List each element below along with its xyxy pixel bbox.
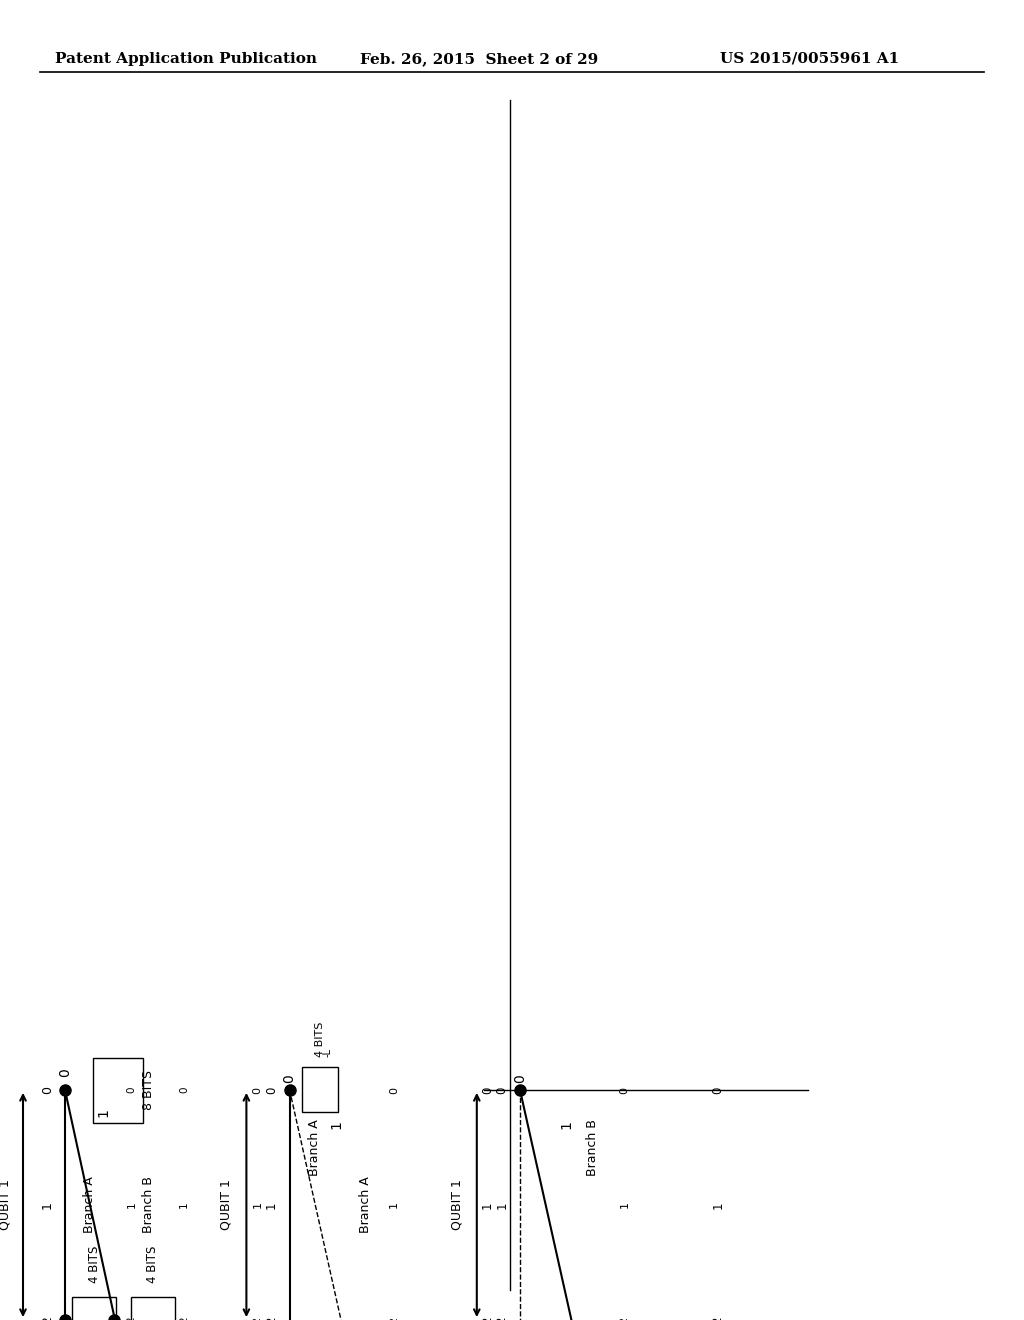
Text: 1: 1 — [496, 1201, 509, 1209]
Text: 0: 0 — [58, 1068, 72, 1077]
Text: 1: 1 — [96, 1109, 111, 1118]
Text: 1: 1 — [620, 1201, 630, 1209]
Text: 1: 1 — [41, 1201, 54, 1209]
Text: Patent Application Publication: Patent Application Publication — [55, 51, 317, 66]
Text: 0: 0 — [481, 1086, 495, 1094]
Text: 0: 0 — [41, 1086, 54, 1094]
Text: 2: 2 — [41, 1316, 54, 1320]
Text: 0: 0 — [283, 1074, 297, 1082]
Text: 0: 0 — [496, 1086, 509, 1094]
Text: Branch B: Branch B — [142, 1176, 156, 1233]
Text: 1: 1 — [127, 1201, 136, 1208]
Text: Branch A: Branch A — [358, 1176, 372, 1233]
Text: 0: 0 — [127, 1086, 136, 1093]
Text: US 2015/0055961 A1: US 2015/0055961 A1 — [720, 51, 899, 66]
Text: 8 BITS: 8 BITS — [142, 1071, 156, 1110]
Text: QUBIT 1: QUBIT 1 — [0, 1180, 12, 1230]
Text: Branch A: Branch A — [308, 1119, 322, 1176]
Bar — [92, 1057, 142, 1122]
Text: 1: 1 — [560, 1121, 573, 1129]
Text: 2: 2 — [620, 1316, 630, 1320]
Text: 2: 2 — [253, 1316, 262, 1320]
Text: 0: 0 — [620, 1086, 630, 1093]
Text: 4 BITS: 4 BITS — [314, 1022, 325, 1057]
Text: Branch A: Branch A — [83, 1176, 96, 1233]
Text: QUBIT 1: QUBIT 1 — [451, 1180, 463, 1230]
Text: 4 BITS: 4 BITS — [146, 1246, 159, 1283]
Text: 0: 0 — [513, 1074, 527, 1082]
Text: 2: 2 — [127, 1316, 136, 1320]
Text: 2: 2 — [389, 1316, 399, 1320]
Text: 1: 1 — [253, 1201, 262, 1209]
Text: -L: -L — [323, 1048, 333, 1057]
Bar — [302, 1067, 338, 1111]
Text: 0: 0 — [265, 1086, 279, 1094]
Text: 2: 2 — [179, 1316, 189, 1320]
Text: 1: 1 — [712, 1201, 725, 1209]
Text: 1: 1 — [179, 1201, 189, 1208]
Text: 2: 2 — [496, 1316, 509, 1320]
Text: QUBIT 1: QUBIT 1 — [220, 1180, 232, 1230]
Bar — [73, 1298, 117, 1320]
Text: 0: 0 — [179, 1086, 189, 1093]
Text: 0: 0 — [253, 1086, 262, 1093]
Text: 0: 0 — [712, 1086, 725, 1094]
Text: 1: 1 — [389, 1201, 399, 1209]
Text: Branch B: Branch B — [586, 1119, 598, 1176]
Text: 1: 1 — [330, 1121, 343, 1129]
Text: 2: 2 — [712, 1316, 725, 1320]
Text: 1: 1 — [481, 1201, 495, 1209]
Bar — [130, 1298, 174, 1320]
Text: 4 BITS: 4 BITS — [88, 1246, 101, 1283]
Text: Feb. 26, 2015  Sheet 2 of 29: Feb. 26, 2015 Sheet 2 of 29 — [360, 51, 598, 66]
Text: 2: 2 — [481, 1316, 495, 1320]
Text: 0: 0 — [389, 1086, 399, 1093]
Text: 1: 1 — [265, 1201, 279, 1209]
Text: 2: 2 — [265, 1316, 279, 1320]
